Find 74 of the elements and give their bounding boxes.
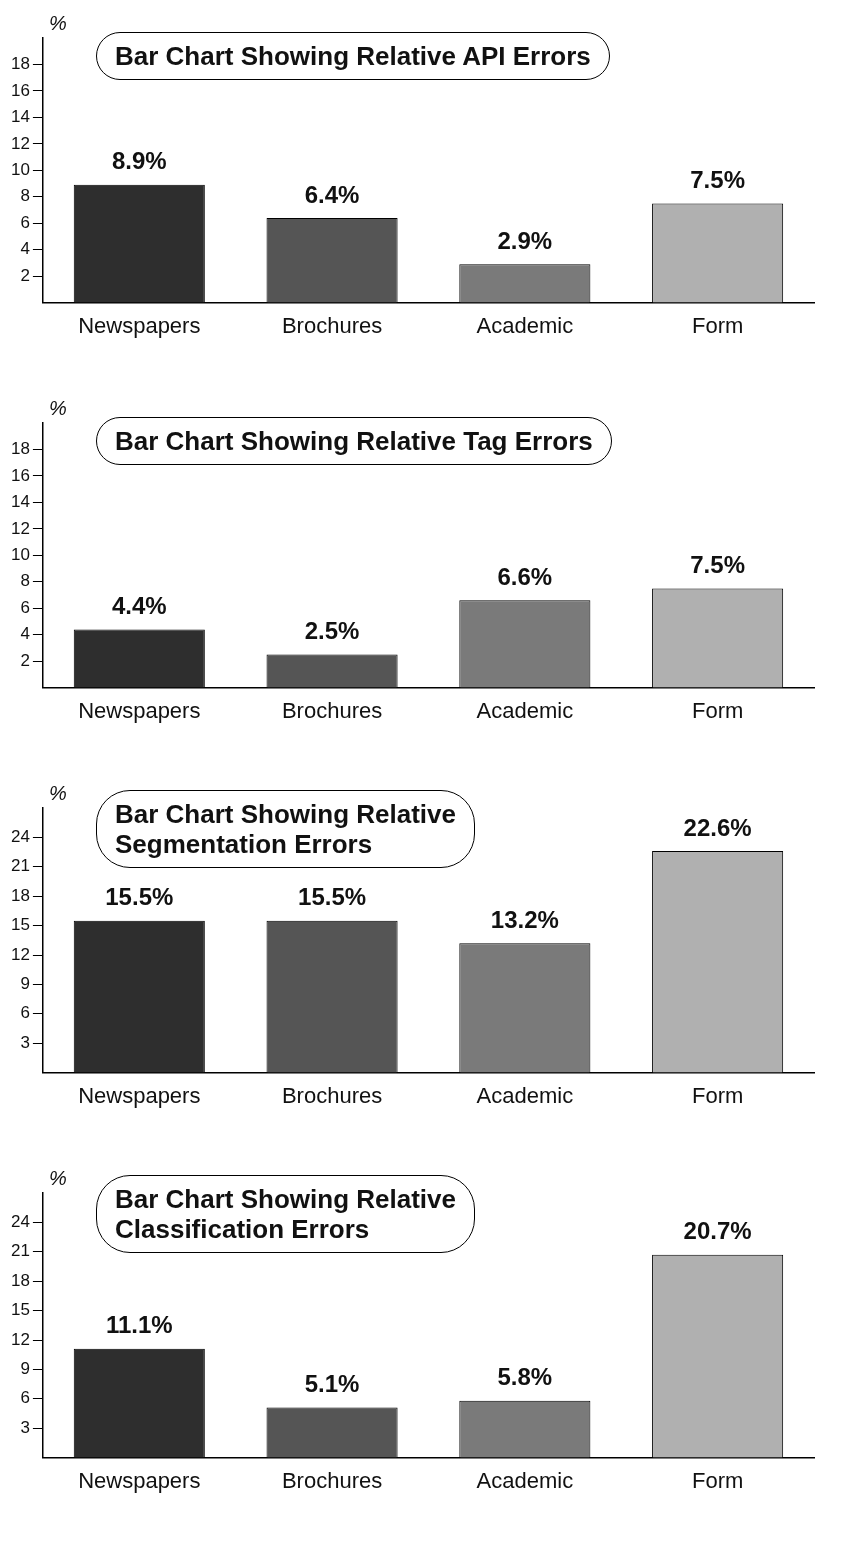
x-tick-label: Form [691,1467,744,1493]
data-label: 2.5% [304,617,360,645]
x-tick-label: Newspapers [78,1467,201,1493]
x-tick-label: Academic [476,1467,574,1493]
y-axis-title: % [48,11,67,34]
y-tick-label: 10 [10,159,30,179]
y-tick-label: 24 [10,827,30,847]
y-tick-label: 8 [20,186,30,206]
x-tick-label: Brochures [281,1082,383,1108]
y-axis-title: % [48,1166,67,1189]
data-label: 22.6% [683,813,752,841]
x-tick-label: Brochures [281,312,383,338]
y-tick-label: 16 [10,80,30,100]
data-label: 11.1% [105,1311,173,1339]
y-tick-label: 12 [10,133,30,153]
y-axis-title: % [48,781,67,804]
y-tick-label: 10 [10,544,30,564]
y-tick-label: 24 [10,1212,30,1232]
y-tick-label: 21 [10,856,30,876]
data-label: 13.2% [490,905,559,933]
y-tick-label: 12 [10,518,30,538]
y-tick-label: 14 [10,492,30,512]
y-tick-label: 18 [10,885,30,905]
x-tick-label: Academic [476,697,574,723]
x-tick-label: Newspapers [78,312,201,338]
y-tick-label: 18 [10,54,30,74]
x-tick-label: Academic [476,1082,574,1108]
chart-title: Bar Chart Showing Relative API Errors [96,32,610,80]
data-label: 15.5% [298,883,367,911]
y-tick-label: 14 [10,107,30,127]
y-tick-label: 6 [20,1388,30,1408]
y-axis-title: % [48,396,67,419]
data-label: 15.5% [105,883,174,911]
chart-title: Bar Chart Showing Relative Tag Errors [96,417,612,465]
y-tick-label: 8 [20,571,30,591]
data-label: 8.9% [111,147,167,175]
y-tick-label: 3 [20,1032,30,1052]
data-label: 7.5% [690,551,745,578]
x-tick-label: Newspapers [78,1082,201,1108]
data-label: 6.4% [304,180,360,208]
data-label: 2.9% [497,226,553,254]
data-label: 20.7% [683,1217,752,1245]
data-label: 5.8% [497,1363,553,1391]
y-tick-label: 2 [20,265,30,285]
y-tick-label: 6 [20,597,30,617]
chart-title: Bar Chart Showing Relative Segmentation Errors [96,790,475,868]
y-tick-label: 4 [20,624,30,644]
y-tick-label: 9 [20,1359,30,1379]
x-tick-label: Form [691,1082,744,1108]
x-tick-label: Form [691,697,744,723]
y-tick-label: 15 [10,1300,30,1320]
data-label: 6.6% [497,562,553,590]
y-tick-label: 15 [10,915,30,935]
y-tick-label: 3 [20,1417,30,1437]
x-tick-label: Brochures [281,1467,383,1493]
y-tick-label: 4 [20,239,30,259]
x-tick-label: Newspapers [78,697,201,723]
y-tick-label: 6 [20,1003,30,1023]
y-tick-label: 18 [10,1270,30,1290]
data-label: 4.4% [111,592,167,620]
data-label: 7.5% [690,166,745,193]
y-tick-label: 16 [10,465,30,485]
y-tick-label: 18 [10,439,30,459]
chart-title: Bar Chart Showing Relative Classification Errors [96,1175,475,1253]
x-tick-label: Form [691,312,744,338]
data-label: 5.1% [304,1370,360,1398]
y-tick-label: 21 [10,1241,30,1261]
x-tick-label: Academic [476,312,574,338]
y-tick-label: 12 [10,944,30,964]
x-tick-label: Brochures [281,697,383,723]
y-tick-label: 9 [20,974,30,994]
y-tick-label: 12 [10,1329,30,1349]
y-tick-label: 6 [20,212,30,232]
y-tick-label: 2 [20,650,30,670]
